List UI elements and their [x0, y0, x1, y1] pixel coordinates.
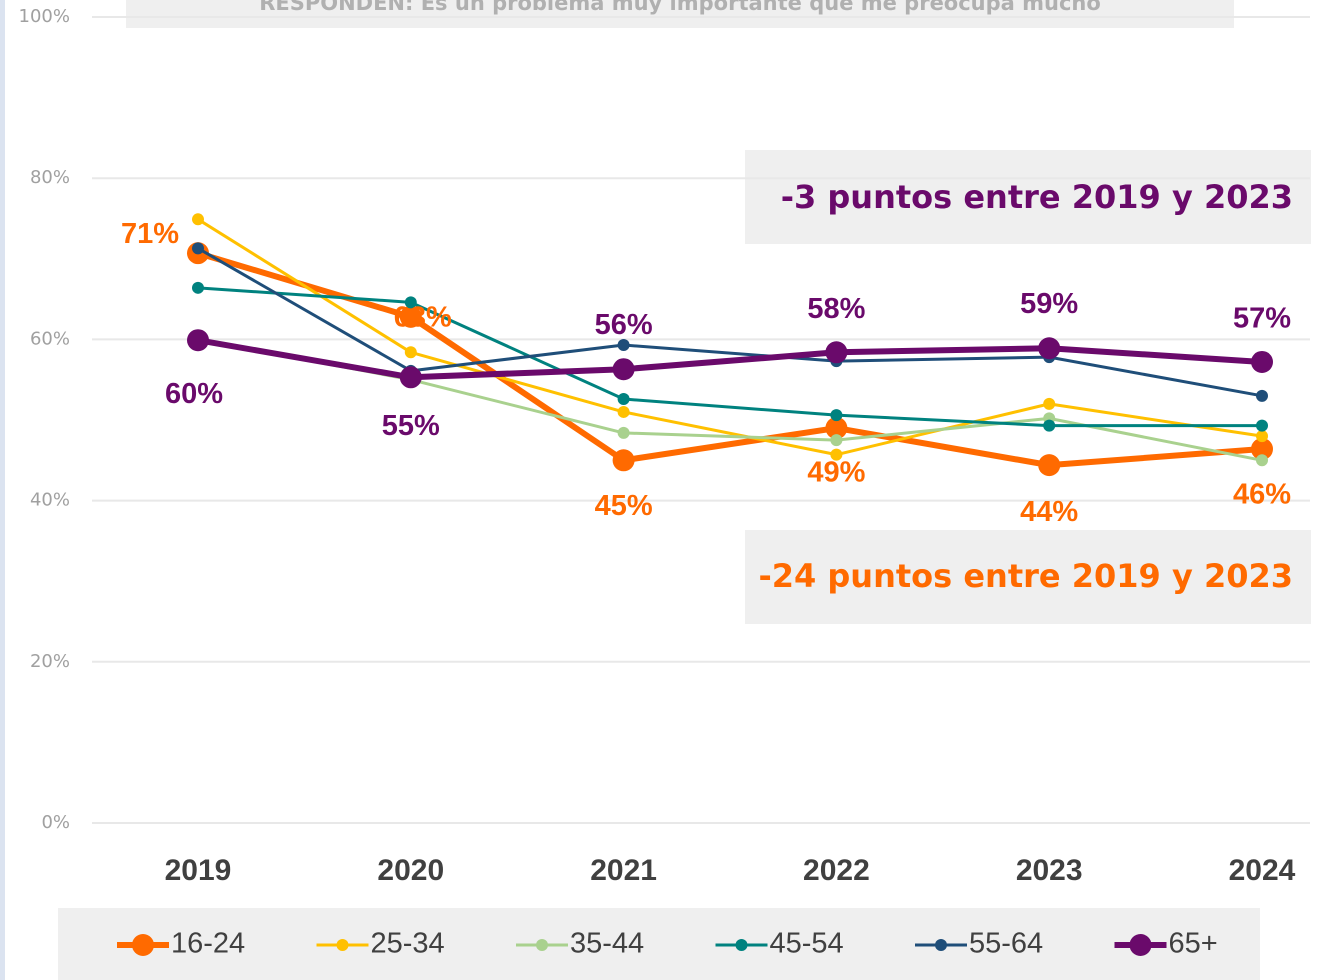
data-label: 55% — [382, 410, 440, 442]
series-line — [197, 286, 1262, 428]
legend-label: 55-64 — [969, 928, 1043, 960]
legend-marker — [336, 939, 349, 951]
legend-marker — [132, 934, 154, 956]
legend-label: 16-24 — [171, 928, 245, 960]
data-label: 56% — [595, 309, 653, 341]
marker — [1251, 438, 1273, 461]
x-tick-label: 2020 — [377, 854, 444, 887]
marker — [1256, 430, 1268, 443]
x-tick-label: 2022 — [803, 854, 870, 887]
y-tick-label: 0% — [41, 812, 70, 833]
marker — [617, 426, 630, 439]
legend-marker — [536, 939, 548, 951]
chart-title: RESPONDEN: Es un problema muy importante… — [259, 0, 1101, 15]
marker — [1256, 454, 1268, 467]
y-tick-label: 20% — [30, 651, 70, 672]
series-line — [197, 247, 1263, 398]
marker — [1043, 397, 1056, 410]
title-box — [126, 0, 1234, 28]
marker — [192, 213, 204, 226]
marker — [830, 448, 843, 461]
data-label: 60% — [165, 378, 223, 410]
data-label: 45% — [595, 490, 653, 522]
legend-label: 35-44 — [570, 928, 644, 960]
legend-marker — [1129, 934, 1152, 956]
marker — [1038, 337, 1061, 360]
legend-label: 45-54 — [770, 928, 844, 960]
marker — [192, 281, 204, 294]
data-label: 46% — [1233, 479, 1291, 511]
y-tick-label: 80% — [30, 167, 70, 188]
series-line — [197, 250, 1263, 469]
annotation-box — [745, 150, 1311, 244]
marker — [1043, 419, 1056, 432]
marker — [617, 405, 630, 418]
marker — [612, 358, 635, 381]
annotation: -3 puntos entre 2019 y 2023 — [781, 178, 1293, 216]
data-label: 71% — [121, 218, 179, 250]
series-line — [197, 337, 1263, 381]
marker — [399, 366, 422, 389]
y-tick-label: 100% — [19, 6, 70, 27]
marker — [612, 449, 635, 472]
marker — [1038, 454, 1061, 477]
legend-marker — [735, 939, 748, 951]
marker — [830, 409, 843, 422]
marker — [192, 242, 204, 255]
marker — [830, 434, 843, 447]
data-label: 59% — [1020, 288, 1078, 320]
data-label: 57% — [1233, 303, 1291, 335]
marker — [1256, 389, 1268, 402]
legend-marker — [935, 939, 947, 951]
data-label: 58% — [807, 293, 865, 325]
legend-label: 25-34 — [371, 928, 445, 960]
marker — [187, 329, 209, 352]
marker — [825, 341, 848, 364]
x-tick-label: 2021 — [590, 854, 657, 887]
series-line — [197, 218, 1263, 457]
y-tick-label: 40% — [30, 490, 70, 511]
data-label: 49% — [807, 457, 865, 489]
marker — [1256, 419, 1268, 432]
marker — [404, 346, 417, 359]
annotation-box — [745, 530, 1311, 624]
data-label: 44% — [1020, 496, 1078, 528]
x-tick-label: 2019 — [165, 854, 232, 887]
x-tick-label: 2023 — [1016, 854, 1083, 887]
marker — [617, 393, 630, 406]
marker — [825, 417, 848, 440]
y-tick-label: 60% — [30, 328, 70, 349]
marker — [1251, 350, 1273, 373]
legend-label: 65+ — [1169, 928, 1218, 960]
data-label: 63% — [394, 301, 452, 333]
marker — [404, 296, 417, 309]
marker — [399, 305, 422, 328]
marker — [617, 339, 630, 352]
annotation: -24 puntos entre 2019 y 2023 — [758, 557, 1293, 595]
legend-box — [58, 908, 1260, 980]
x-tick-label: 2024 — [1229, 854, 1296, 887]
left-edge — [0, 0, 5, 980]
